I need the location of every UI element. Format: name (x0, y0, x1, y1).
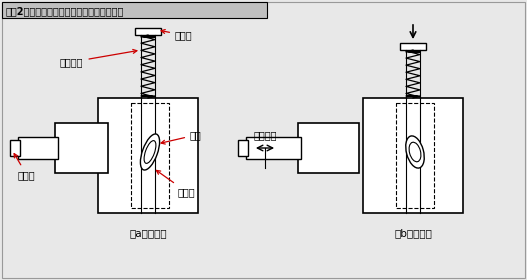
Text: 戻しばね: 戻しばね (60, 50, 137, 67)
Bar (396, 103, 434, 208)
Ellipse shape (140, 134, 160, 170)
Bar (18, 137, 58, 159)
Text: 駆動軸: 駆動軸 (161, 30, 193, 40)
Bar (55, 123, 108, 173)
Text: ピン: ピン (161, 130, 202, 144)
Bar (400, 43, 426, 50)
Text: （b）動作後: （b）動作後 (394, 228, 432, 238)
Ellipse shape (409, 142, 421, 162)
Text: 往復運動: 往復運動 (253, 130, 277, 140)
Text: （a）動作前: （a）動作前 (129, 228, 167, 238)
Text: 傾斜溝: 傾斜溝 (157, 171, 196, 197)
Text: 【図2】ピンと溝を利用した運動の方向変換: 【図2】ピンと溝を利用した運動の方向変換 (6, 6, 124, 16)
Bar (135, 28, 161, 35)
Bar (246, 137, 301, 159)
Text: 従動軸: 従動軸 (14, 154, 36, 180)
Bar (238, 140, 248, 156)
Bar (298, 123, 359, 173)
Ellipse shape (406, 136, 424, 168)
Ellipse shape (144, 141, 156, 164)
Bar (98, 98, 198, 213)
Bar (10, 140, 20, 156)
Bar (2, 2, 267, 18)
Bar (363, 98, 463, 213)
Bar (131, 103, 169, 208)
